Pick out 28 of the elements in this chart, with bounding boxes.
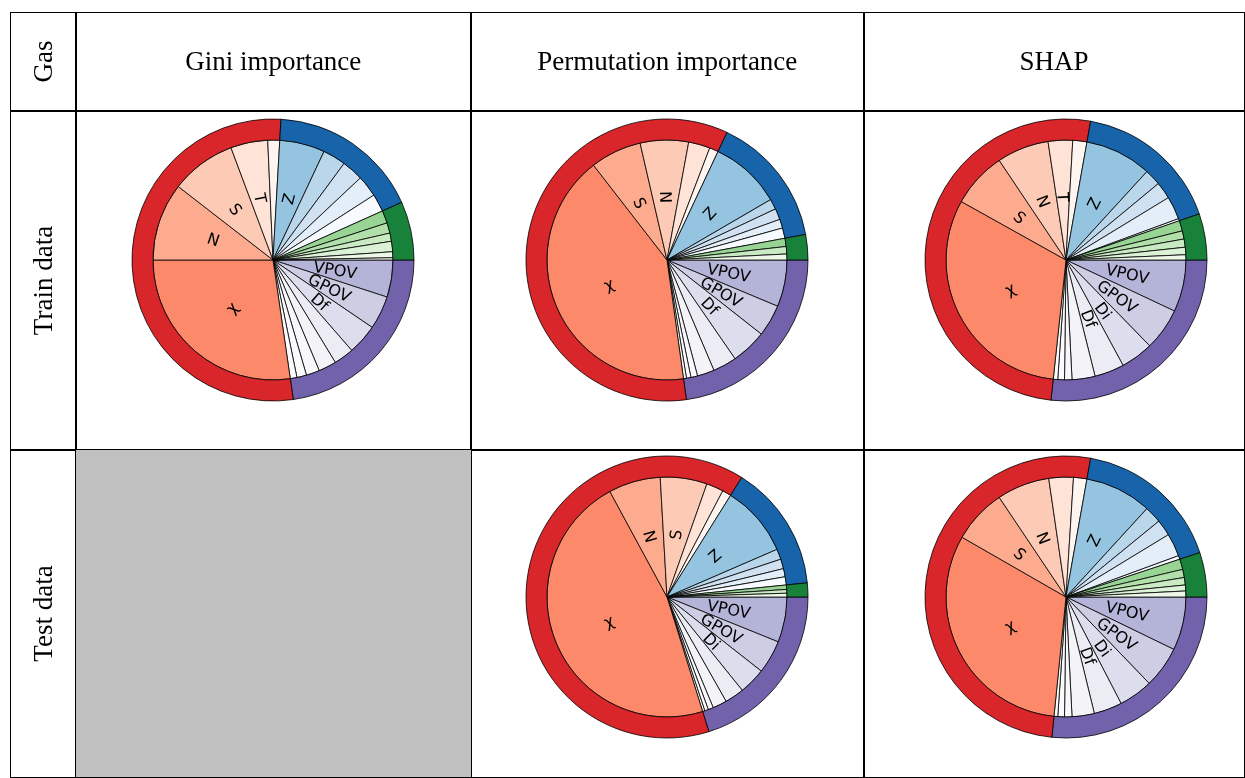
slice-label: χ bbox=[1001, 615, 1019, 637]
slice-label: S bbox=[224, 199, 246, 219]
slice-label: χ bbox=[600, 610, 617, 633]
slice-label: N bbox=[655, 190, 675, 204]
slice-label: Z bbox=[703, 545, 725, 567]
slice-label: N bbox=[1032, 192, 1055, 211]
text: Gini importance bbox=[185, 46, 362, 78]
slice-label: S bbox=[1009, 543, 1031, 565]
slice-label: χ bbox=[600, 273, 617, 296]
slice-label: S bbox=[665, 528, 686, 541]
slice-label: Z bbox=[698, 203, 720, 224]
slice-label: T bbox=[1053, 190, 1073, 203]
slice-label: N bbox=[638, 528, 661, 545]
slice-label: χ bbox=[1001, 278, 1019, 300]
text: SHAP bbox=[1019, 46, 1089, 78]
slice-label: χ bbox=[221, 297, 242, 318]
slice-label: Z bbox=[1082, 194, 1105, 213]
text: Permutation importance bbox=[537, 46, 798, 78]
slice-label: N bbox=[1032, 529, 1055, 548]
slice-label: S bbox=[628, 194, 651, 212]
text: Train data bbox=[27, 225, 59, 335]
slice-label: T bbox=[249, 190, 271, 206]
slice-label: Z bbox=[1082, 531, 1105, 550]
slice-label: N bbox=[204, 228, 222, 251]
text: Test data bbox=[27, 565, 59, 662]
text: Gas bbox=[27, 40, 59, 83]
slice-label: Z bbox=[277, 191, 299, 207]
slice-label: S bbox=[1009, 206, 1030, 228]
